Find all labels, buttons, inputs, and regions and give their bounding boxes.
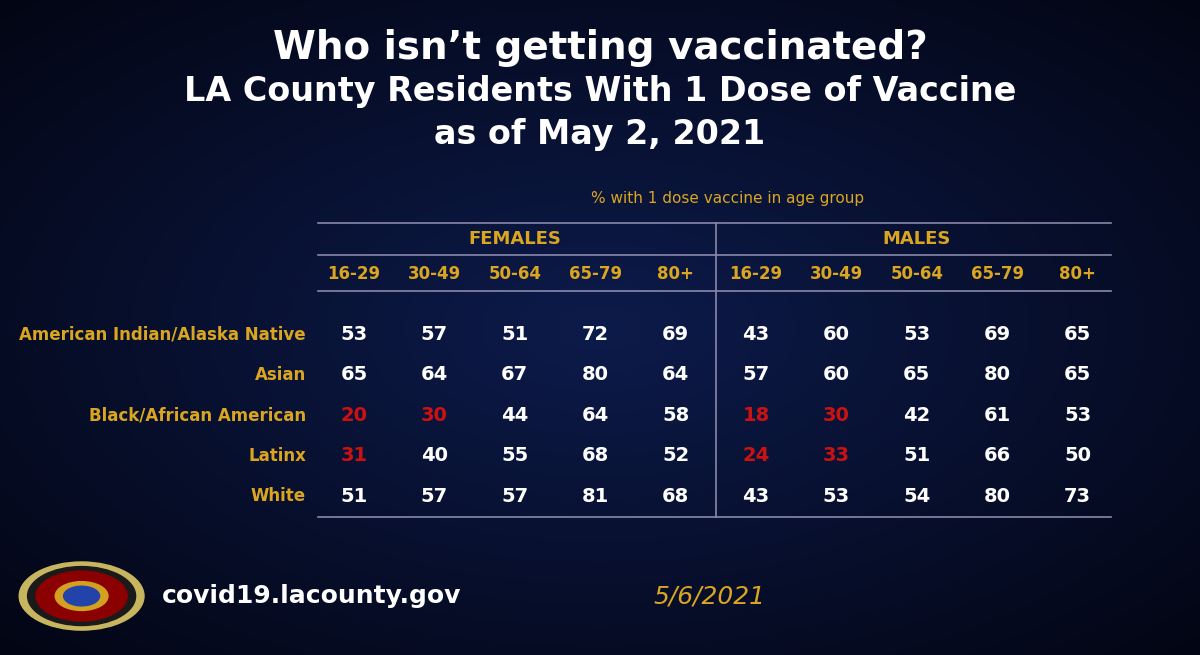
Text: 30-49: 30-49 — [408, 265, 461, 283]
Text: as of May 2, 2021: as of May 2, 2021 — [434, 118, 766, 151]
Text: MALES: MALES — [883, 230, 950, 248]
Text: 5/6/2021: 5/6/2021 — [654, 584, 766, 608]
Text: % with 1 dose vaccine in age group: % with 1 dose vaccine in age group — [592, 191, 864, 206]
Text: 30-49: 30-49 — [810, 265, 863, 283]
Text: covid19.lacounty.gov: covid19.lacounty.gov — [162, 584, 461, 608]
Text: 67: 67 — [502, 365, 528, 384]
Text: 16-29: 16-29 — [328, 265, 380, 283]
Text: 80: 80 — [984, 365, 1010, 384]
Text: 80: 80 — [582, 365, 608, 384]
Text: 30: 30 — [823, 405, 850, 425]
Text: 57: 57 — [421, 324, 448, 344]
Text: 52: 52 — [662, 446, 689, 466]
Text: 51: 51 — [502, 324, 528, 344]
Text: 61: 61 — [984, 405, 1010, 425]
Text: 51: 51 — [904, 446, 930, 466]
Text: Black/African American: Black/African American — [89, 406, 306, 424]
Text: 66: 66 — [984, 446, 1010, 466]
Text: Asian: Asian — [254, 365, 306, 384]
Text: 53: 53 — [1064, 405, 1091, 425]
Text: 60: 60 — [823, 324, 850, 344]
Text: 53: 53 — [823, 487, 850, 506]
Text: 64: 64 — [582, 405, 608, 425]
Text: 43: 43 — [743, 324, 769, 344]
Text: White: White — [251, 487, 306, 506]
Text: 80+: 80+ — [1060, 265, 1096, 283]
Text: 30: 30 — [421, 405, 448, 425]
Text: 65-79: 65-79 — [569, 265, 622, 283]
Text: 65: 65 — [341, 365, 367, 384]
Text: 40: 40 — [421, 446, 448, 466]
Text: 80: 80 — [984, 487, 1010, 506]
Text: 53: 53 — [341, 324, 367, 344]
Text: 57: 57 — [743, 365, 769, 384]
Text: 53: 53 — [904, 324, 930, 344]
Text: 64: 64 — [662, 365, 689, 384]
Text: 65-79: 65-79 — [971, 265, 1024, 283]
Text: American Indian/Alaska Native: American Indian/Alaska Native — [19, 325, 306, 343]
Text: 68: 68 — [662, 487, 689, 506]
Text: 81: 81 — [582, 487, 608, 506]
Text: Who isn’t getting vaccinated?: Who isn’t getting vaccinated? — [272, 29, 928, 67]
Text: LA County Residents With 1 Dose of Vaccine: LA County Residents With 1 Dose of Vacci… — [184, 75, 1016, 108]
Text: FEMALES: FEMALES — [468, 230, 562, 248]
Text: 42: 42 — [904, 405, 930, 425]
Text: 69: 69 — [662, 324, 689, 344]
Text: 16-29: 16-29 — [730, 265, 782, 283]
Text: 57: 57 — [421, 487, 448, 506]
Text: 58: 58 — [662, 405, 689, 425]
Text: 50: 50 — [1064, 446, 1091, 466]
Text: 50-64: 50-64 — [488, 265, 541, 283]
Text: 72: 72 — [582, 324, 608, 344]
Text: 18: 18 — [743, 405, 769, 425]
Text: 65: 65 — [1064, 365, 1091, 384]
Text: 65: 65 — [1064, 324, 1091, 344]
Text: 44: 44 — [502, 405, 528, 425]
Text: 73: 73 — [1064, 487, 1091, 506]
Text: 33: 33 — [823, 446, 850, 466]
Text: 50-64: 50-64 — [890, 265, 943, 283]
Text: 20: 20 — [341, 405, 367, 425]
Text: 80+: 80+ — [658, 265, 694, 283]
Text: 68: 68 — [582, 446, 608, 466]
Text: 57: 57 — [502, 487, 528, 506]
Text: 60: 60 — [823, 365, 850, 384]
Text: 55: 55 — [502, 446, 528, 466]
Text: 51: 51 — [341, 487, 367, 506]
Text: 65: 65 — [904, 365, 930, 384]
Text: 54: 54 — [904, 487, 930, 506]
Text: Latinx: Latinx — [248, 447, 306, 465]
Text: 24: 24 — [743, 446, 769, 466]
Text: 64: 64 — [421, 365, 448, 384]
Text: 31: 31 — [341, 446, 367, 466]
Text: 69: 69 — [984, 324, 1010, 344]
Text: 43: 43 — [743, 487, 769, 506]
